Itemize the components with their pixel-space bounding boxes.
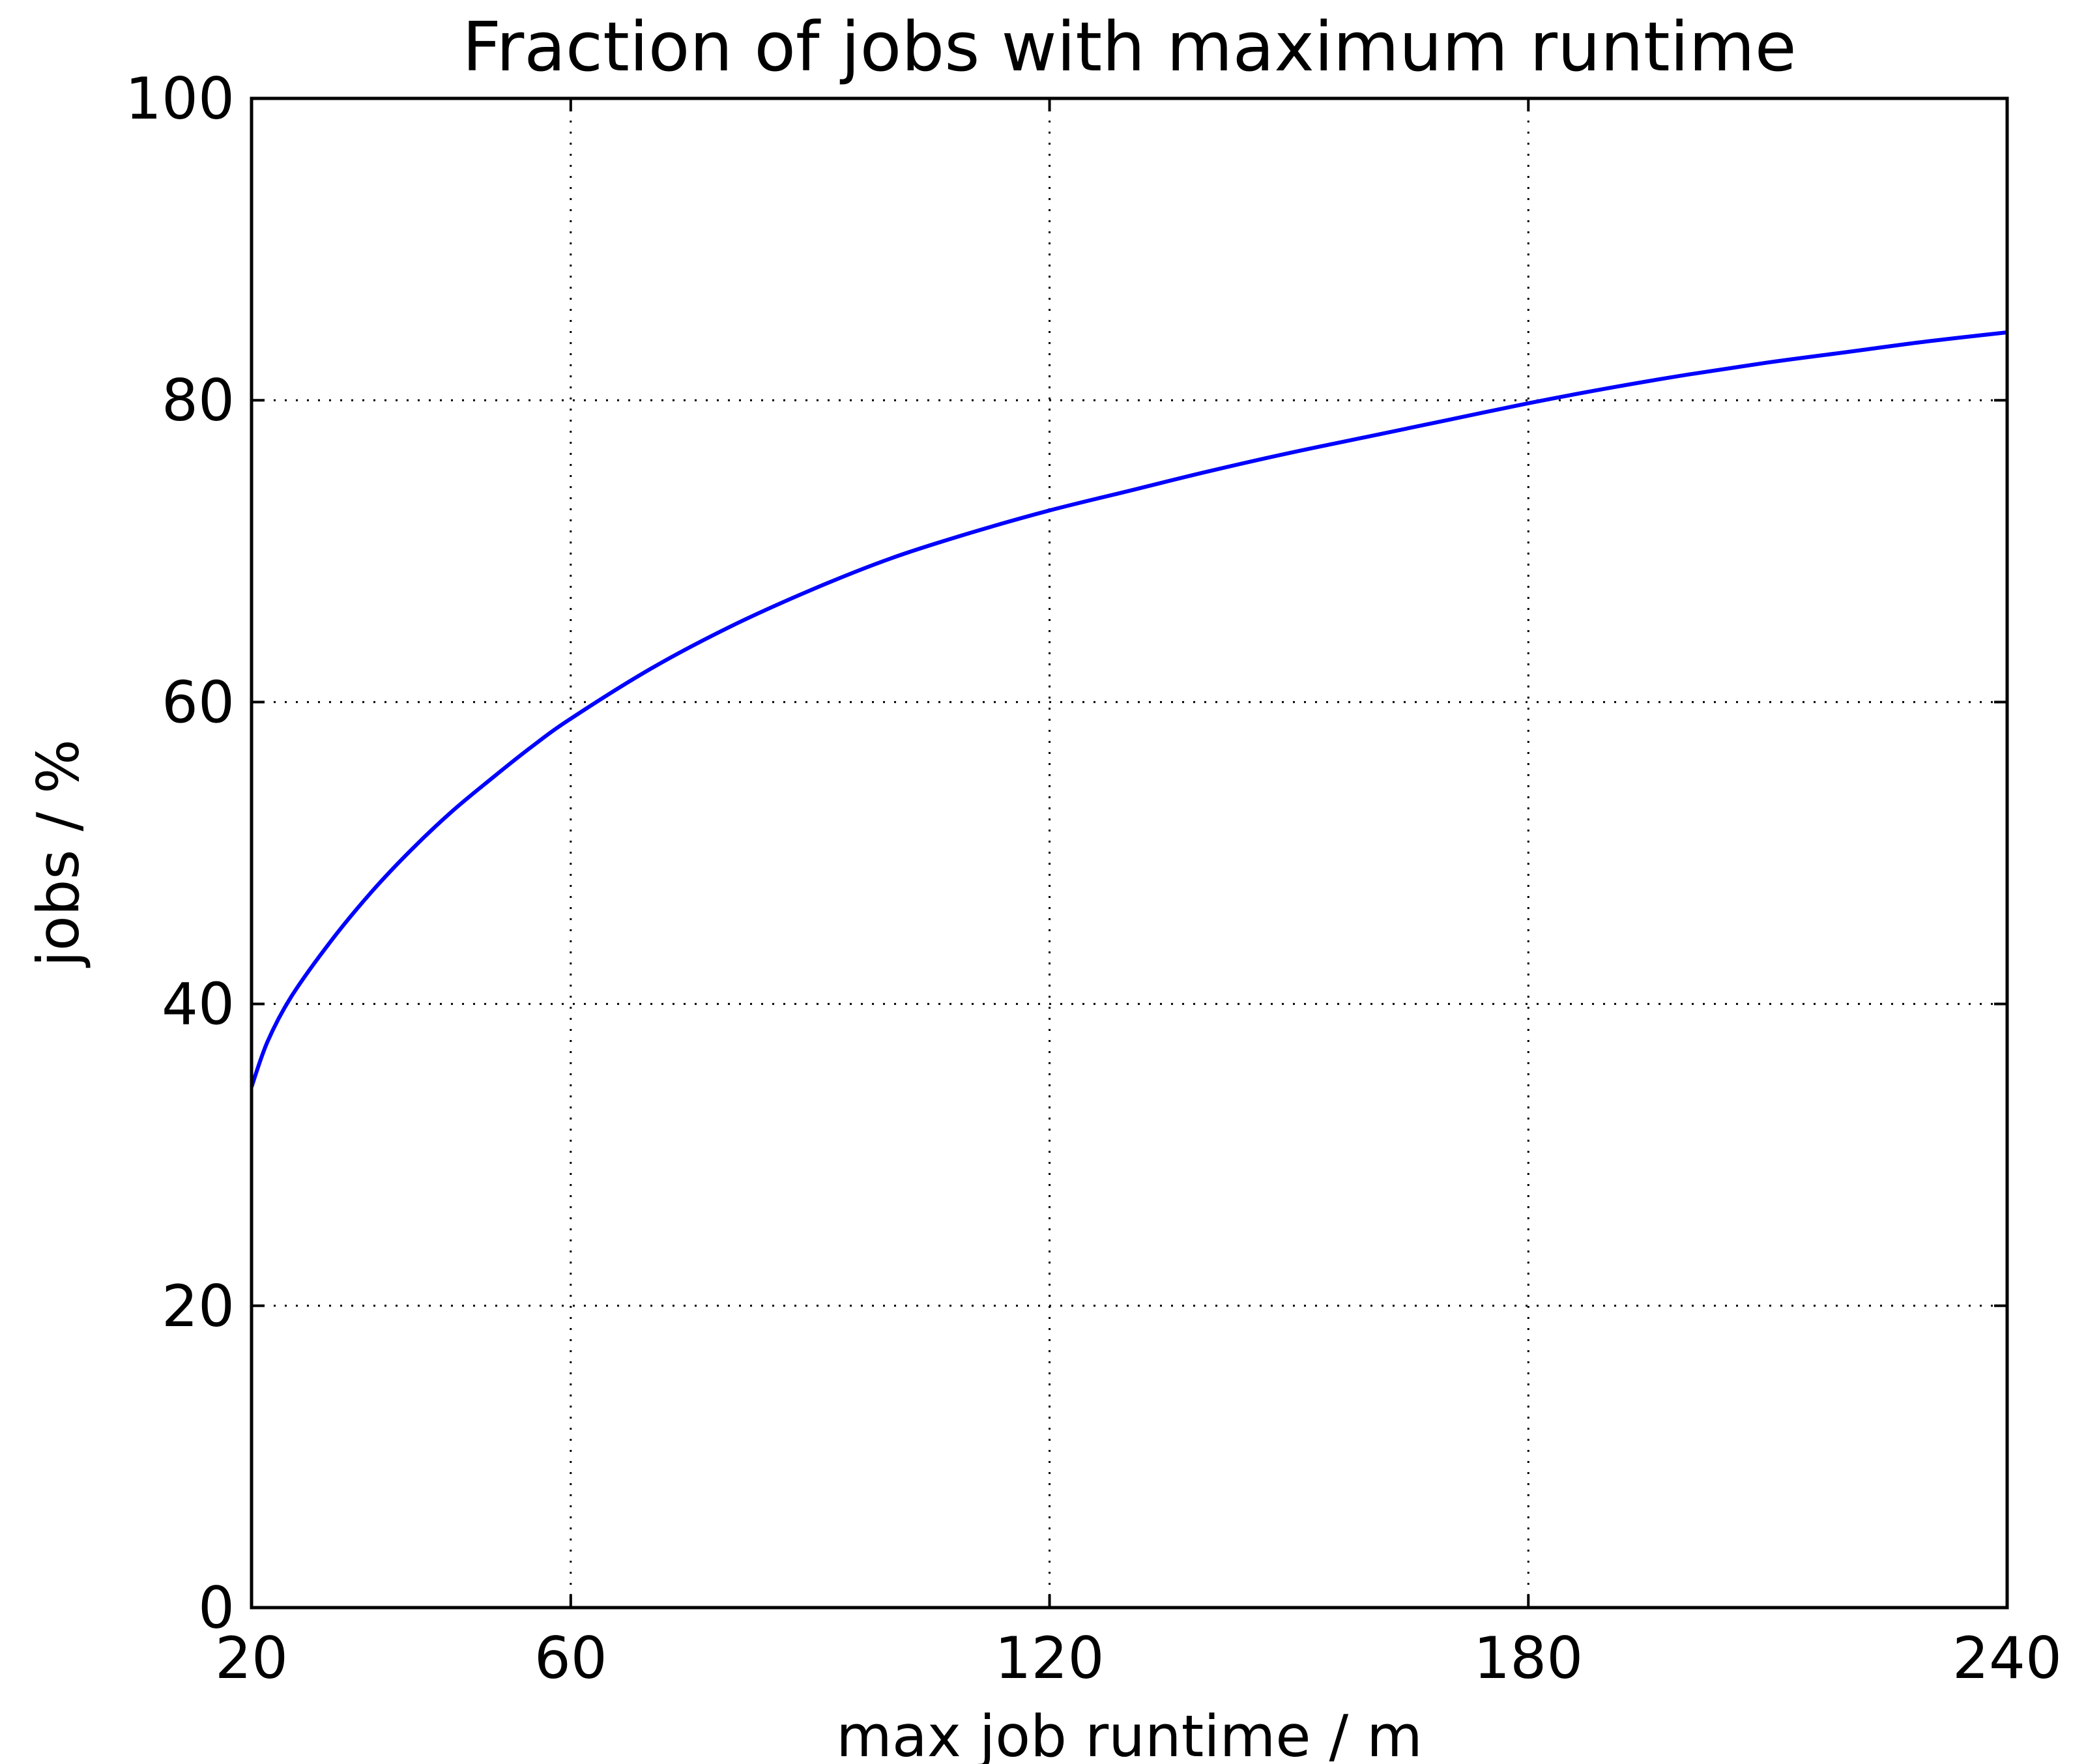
y-axis-label: jobs / % — [25, 739, 92, 968]
plot-frame — [250, 96, 2009, 1610]
x-axis-label: max job runtime / m — [836, 1703, 1423, 1764]
x-tick-label: 120 — [995, 1625, 1105, 1692]
y-tick-label: 100 — [125, 65, 235, 132]
y-tick-label: 0 — [198, 1574, 235, 1641]
y-tick-label: 20 — [162, 1273, 235, 1340]
y-tick-label: 80 — [162, 367, 235, 434]
y-tick-label: 60 — [162, 669, 235, 736]
x-tick-label: 180 — [1473, 1625, 1583, 1692]
series-layer — [250, 330, 2008, 1088]
x-tick-label: 240 — [1952, 1625, 2062, 1692]
grid-layer — [252, 98, 2007, 1608]
chart-title: Fraction of jobs with maximum runtime — [462, 7, 1797, 87]
y-tick-label: 40 — [162, 971, 235, 1038]
series-line-0 — [250, 330, 2008, 1088]
ticks-layer — [250, 97, 2008, 1609]
x-tick-label: 60 — [534, 1625, 607, 1692]
x-tick-label: 20 — [215, 1625, 288, 1692]
